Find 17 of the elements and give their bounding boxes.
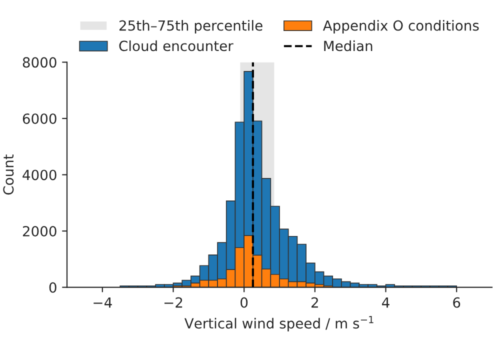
y-tick-label: 6000 xyxy=(22,113,56,124)
x-tick-label: 0 xyxy=(240,297,248,308)
y-tick-label: 4000 xyxy=(22,170,56,180)
x-tick-label: 2 xyxy=(312,297,318,308)
x-axis-title: Vertical wind speed / m s$^{−1}$ xyxy=(184,316,374,332)
x-tick-label: −4 xyxy=(94,297,112,308)
x-tick-label: 6 xyxy=(453,297,460,308)
legend-label: Appendix O conditions xyxy=(322,20,479,34)
x-tick-label: −2 xyxy=(164,297,182,308)
y-tick-label: 8000 xyxy=(22,57,56,68)
x-tick-label: 4 xyxy=(382,297,390,308)
legend-label: Cloud encounter xyxy=(119,40,234,52)
y-tick-label: 0 xyxy=(49,282,56,293)
y-axis-title: Count xyxy=(3,154,14,195)
y-tick-label: 2000 xyxy=(22,226,56,236)
legend-label: Median xyxy=(324,40,372,52)
legend-label: 25th–75th percentile xyxy=(119,20,262,34)
